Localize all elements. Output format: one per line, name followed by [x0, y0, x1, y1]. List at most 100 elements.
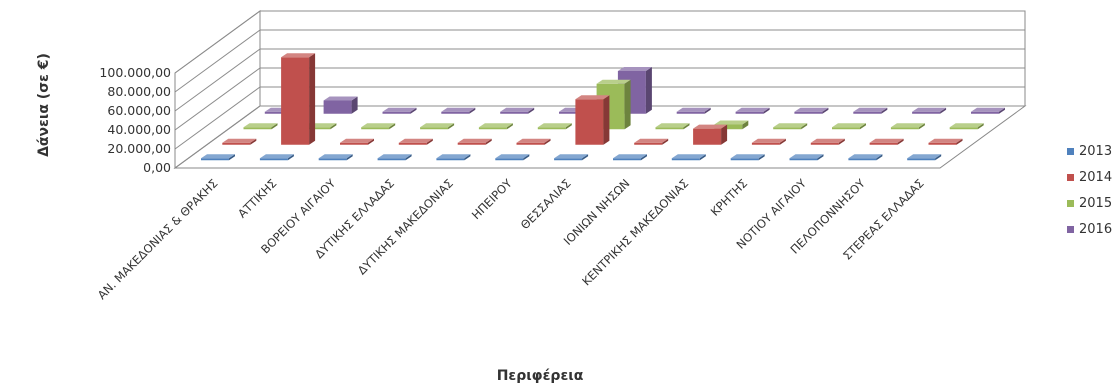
bar-top-face	[714, 120, 749, 125]
x-axis-title: Περιφέρεια	[497, 368, 584, 384]
bar-top-face	[949, 123, 984, 128]
bar-2016-10	[853, 107, 888, 114]
bar-2015-3	[420, 123, 455, 130]
bar-front-face	[537, 127, 566, 130]
bar-top-face	[655, 123, 690, 128]
bar-2016-2	[382, 107, 417, 114]
bar-side-face	[330, 123, 337, 130]
bar-front-face	[318, 158, 347, 161]
bar-front-face	[436, 158, 465, 161]
bar-2016-7	[676, 107, 711, 114]
bar-side-face	[999, 107, 1005, 114]
bar-top-face	[751, 138, 786, 143]
bar-top-face	[243, 123, 278, 128]
bar-front-face	[243, 127, 272, 130]
bar-front-face	[201, 158, 229, 161]
bar-side-face	[838, 138, 845, 145]
bar-2014-10	[810, 138, 845, 145]
bar-top-face	[318, 154, 353, 159]
bar-front-face	[912, 111, 941, 114]
bar-side-face	[448, 123, 455, 130]
legend-swatch-2014	[1067, 174, 1074, 181]
bar-top-face	[869, 138, 904, 143]
bar-front-face	[323, 100, 352, 114]
bar-side-face	[801, 123, 808, 130]
bar-top-face	[596, 79, 631, 84]
bar-2015-12	[949, 123, 984, 130]
bar-2013-10	[789, 154, 824, 161]
bar-side-face	[940, 107, 947, 114]
bar-2013-0	[201, 154, 235, 161]
bar-front-face	[500, 111, 529, 114]
gridline	[174, 86, 1025, 150]
bar-side-face	[523, 154, 530, 161]
legend-swatch-2013	[1067, 148, 1074, 155]
bar-front-face	[794, 111, 823, 114]
bar-top-face	[441, 107, 476, 112]
bar-front-face	[676, 111, 705, 114]
bar-top-face	[730, 154, 765, 159]
bar-2014-1	[281, 53, 316, 145]
bar-top-face	[773, 123, 808, 128]
bar-side-face	[956, 138, 963, 145]
bar-side-face	[645, 67, 652, 114]
bar-2013-7	[613, 154, 647, 161]
x-category-label: ΑΤΤΙΚΗΣ	[235, 176, 279, 220]
bar-side-face	[405, 154, 412, 161]
y-tick-label: 20.000,00	[107, 141, 171, 156]
bar-2014-3	[398, 138, 433, 145]
bar-side-face	[506, 123, 513, 130]
y-tick-label: 0,00	[143, 160, 171, 175]
bar-side-face	[763, 107, 770, 114]
gridline	[174, 29, 1025, 93]
bar-2013-4	[436, 154, 471, 161]
bar-front-face	[420, 127, 449, 130]
bar-top-face	[848, 154, 883, 159]
bar-side-face	[817, 154, 824, 161]
bar-top-face	[971, 107, 1005, 112]
bar-side-face	[758, 154, 765, 161]
bar-front-face	[516, 142, 545, 145]
bar-top-face	[436, 154, 471, 159]
bar-front-face	[478, 127, 507, 130]
legend-label-2013: 2013	[1079, 144, 1112, 159]
gridline	[174, 105, 1025, 169]
bar-top-face	[928, 138, 963, 143]
bar-front-face	[575, 99, 604, 145]
bar-front-face	[382, 111, 411, 114]
bar-front-face	[398, 142, 427, 145]
x-category-label: ΘΕΣΣΑΛΙΑΣ	[518, 176, 574, 232]
bar-2014-0	[222, 138, 257, 145]
bar-side-face	[389, 123, 396, 130]
legend-swatch-2016	[1067, 226, 1074, 233]
bar-top-face	[890, 123, 925, 128]
y-tick-label: 80.000,00	[107, 84, 171, 99]
bar-side-face	[271, 123, 278, 130]
bar-side-face	[287, 154, 294, 161]
bar-top-face	[398, 138, 433, 143]
bar-front-face	[340, 142, 368, 145]
y-tick-label: 60.000,00	[107, 103, 171, 118]
bar-2013-11	[848, 154, 883, 161]
legend-label-2016: 2016	[1079, 222, 1112, 237]
bar-front-face	[848, 158, 877, 161]
bar-top-face	[853, 107, 888, 112]
bar-side-face	[229, 154, 235, 161]
bar-top-face	[361, 123, 396, 128]
y-tick-label: 40.000,00	[107, 122, 171, 137]
bar-top-face	[789, 154, 824, 159]
bar-2016-1	[323, 96, 358, 114]
bar-2013-6	[554, 154, 589, 161]
x-category-label: ΚΕΝΤΡΙΚΗΣ ΜΑΚΕΔΟΝΙΑΣ	[579, 176, 691, 288]
bar-2014-9	[751, 138, 786, 145]
gridline	[174, 48, 1025, 112]
bar-2015-5	[537, 123, 572, 130]
bar-front-face	[655, 127, 684, 130]
bar-2016-9	[794, 107, 829, 114]
bar-top-face	[201, 154, 235, 159]
bar-side-face	[485, 138, 492, 145]
bar-side-face	[250, 138, 257, 145]
bar-top-face	[575, 95, 610, 100]
